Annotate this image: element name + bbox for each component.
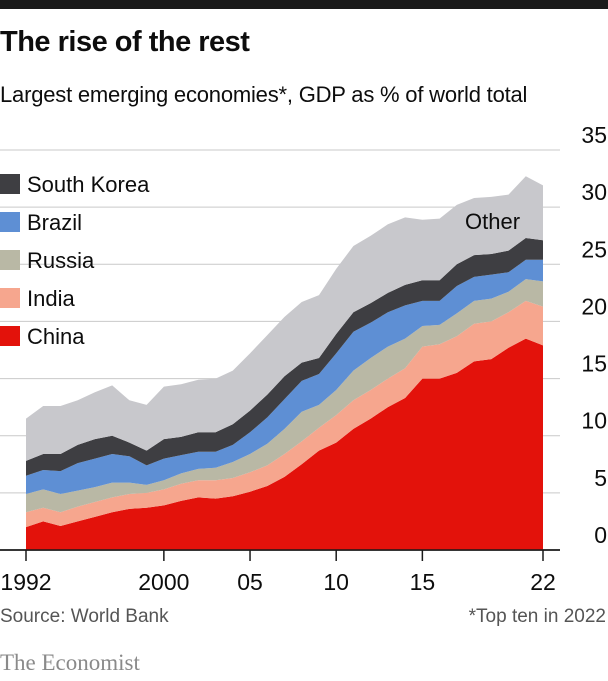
y-tick-label: 20 — [581, 293, 607, 319]
y-tick-label: 0 — [594, 522, 607, 548]
area-south-korea — [26, 238, 543, 476]
top-bar — [0, 0, 608, 9]
brand-logo-text: The Economist — [0, 650, 140, 675]
annotation-label: Other — [465, 209, 520, 234]
area-series — [0, 176, 560, 551]
legend-swatch-india — [0, 288, 20, 308]
legend-swatch-russia — [0, 250, 20, 270]
legend-swatch-south-korea — [0, 174, 20, 194]
area-india — [26, 300, 543, 528]
legend-label: Russia — [27, 248, 95, 273]
chart-title: The rise of the rest — [0, 26, 250, 58]
y-tick-label: 25 — [581, 236, 607, 262]
x-tick-label: 15 — [410, 569, 436, 595]
legend: South Korea Brazil Russia India China — [0, 172, 150, 349]
area-russia — [26, 279, 543, 513]
y-tick-label: 10 — [581, 408, 607, 434]
x-tick-label: 05 — [237, 569, 263, 595]
legend-label: South Korea — [27, 172, 150, 197]
source-note: Source: World Bank — [0, 606, 169, 627]
area-other — [26, 176, 543, 461]
x-tick-label: 1992 — [0, 569, 51, 595]
legend-label: China — [27, 324, 85, 349]
x-tick-label: 10 — [323, 569, 349, 595]
area-brazil — [26, 259, 543, 494]
area-china — [26, 338, 543, 550]
legend-swatch-china — [0, 326, 20, 346]
x-tick-label: 22 — [530, 569, 556, 595]
y-tick-label: 15 — [581, 351, 607, 377]
legend-label: India — [27, 286, 75, 311]
y-tick-label: 30 — [581, 179, 607, 205]
legend-label: Brazil — [27, 210, 82, 235]
annotations: Other — [465, 209, 520, 234]
x-tick-label: 2000 — [138, 569, 189, 595]
footnote: *Top ten in 2022 — [468, 606, 606, 627]
y-tick-label: 35 — [581, 122, 607, 148]
chart-subtitle: Largest emerging economies*, GDP as % of… — [0, 82, 528, 107]
y-tick-label: 5 — [594, 465, 607, 491]
legend-swatch-brazil — [0, 212, 20, 232]
